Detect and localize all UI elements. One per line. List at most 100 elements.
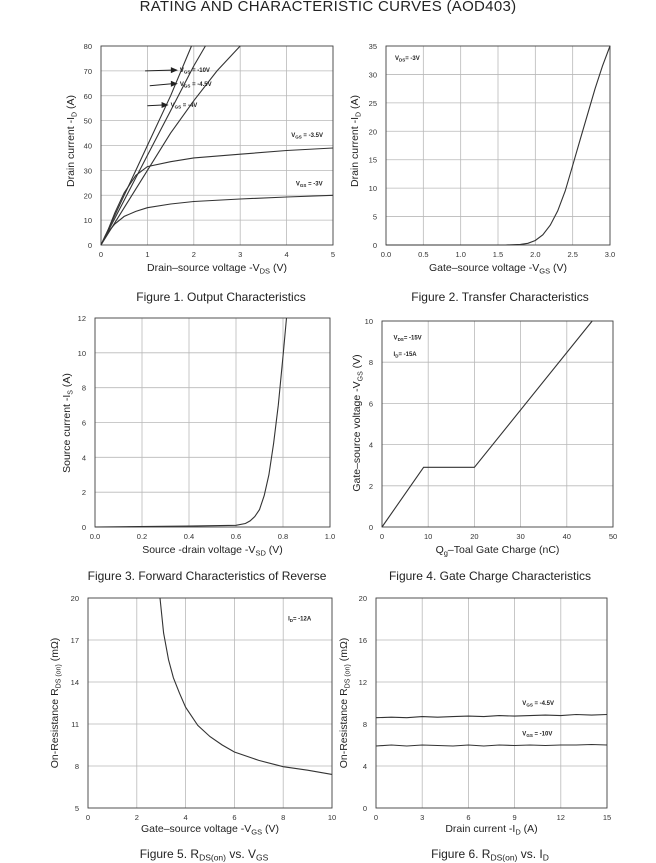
fig5-ytick-label: 8 <box>75 762 79 771</box>
fig3-xtick-label: 0.6 <box>231 532 241 541</box>
fig1-annotation-main: V <box>296 181 300 187</box>
fig3-ytick-label: 8 <box>82 384 86 393</box>
fig2-annotation-sub: DS <box>399 58 405 63</box>
fig1-ytick-label: 50 <box>84 117 92 126</box>
fig6-xlabel-sub: D <box>515 828 521 837</box>
fig3-xtick-label: 0.4 <box>184 532 194 541</box>
fig4-xtick-label: 0 <box>380 532 384 541</box>
fig3-ytick-label: 6 <box>82 419 86 428</box>
fig5-annotation: ID= -12A <box>288 616 312 623</box>
fig2-ylabel-main: Drain current -I <box>349 117 361 187</box>
fig5-ylabel-suffix: (mΩ) <box>49 638 61 665</box>
fig3-series-line-0 <box>94 317 288 528</box>
fig3-ylabel: Source current -IS (A) <box>61 373 75 473</box>
fig2-ytick-label: 15 <box>369 156 377 165</box>
fig5-frame <box>87 597 333 809</box>
fig1-caption: Figure 1. Output Characteristics <box>136 290 305 304</box>
fig6-ytick-label: 16 <box>359 636 367 645</box>
fig1-annotation-main: V <box>171 103 175 109</box>
fig4-annotation-sub: DS <box>398 337 404 342</box>
fig2-xtick-label: 0.5 <box>418 250 428 259</box>
fig1-caption-main: Figure 1. Output Characteristics <box>136 290 305 304</box>
fig5-ylabel: On-Resistance RDS (on) (mΩ) <box>49 638 63 769</box>
fig6-annotation: VGS = -10V <box>522 732 552 739</box>
fig6-xtick-label: 12 <box>557 813 565 822</box>
fig1-annotation-main: V <box>291 133 295 139</box>
fig1-annotation: VGS = -3V <box>296 181 323 188</box>
fig6-xtick-label: 6 <box>466 813 470 822</box>
fig6-caption-suffix: vs. I <box>517 847 542 861</box>
fig3-xtick-label: 0.2 <box>137 532 147 541</box>
fig1-ytick-label: 0 <box>88 241 92 250</box>
fig4-frame <box>381 320 614 528</box>
fig1-annotation-sub: GS <box>175 104 182 109</box>
fig5-xlabel: Gate–source voltage -VGS (V) <box>141 823 279 837</box>
fig5-xtick-label: 2 <box>135 813 139 822</box>
fig2-annotation-main: V <box>395 56 399 62</box>
fig5-ytick-label: 5 <box>75 804 79 813</box>
fig3-frame <box>94 317 331 528</box>
fig6-series-line-0 <box>375 713 608 719</box>
fig4-chart: 0 10 20 30 40 50 0 2 4 6 8 10 VDS= -15V ID= -15A Qg–To… <box>351 317 617 583</box>
fig3-ytick-label: 0 <box>82 523 86 532</box>
fig2-ytick-label: 10 <box>369 184 377 193</box>
fig6-xtick-label: 3 <box>420 813 424 822</box>
fig4-ylabel-suffix: (V) <box>351 354 363 371</box>
fig3-ytick-label: 10 <box>78 349 86 358</box>
fig6-annotation-main: V <box>522 732 526 738</box>
fig1-annotation: VGS = -4V <box>171 103 198 110</box>
fig5-annotation-rest: = -12A <box>293 616 312 622</box>
fig3-xlabel-main: Source -drain voltage -V <box>142 544 255 556</box>
fig1-ytick-label: 30 <box>84 166 92 175</box>
fig1-annotation-sub: GS <box>184 83 191 88</box>
fig4-series-line-0 <box>381 320 593 528</box>
fig4-annotation-rest: = -15V <box>404 336 422 342</box>
fig1-annotation: VGS = -3.5V <box>291 133 323 140</box>
fig4-xtick-label: 20 <box>470 532 478 541</box>
fig2-ytick-label: 0 <box>373 241 377 250</box>
fig2-ylabel: Drain current -ID (A) <box>349 95 363 187</box>
fig4-xlabel-main: Q <box>436 544 444 556</box>
fig6-ytick-label: 8 <box>363 720 367 729</box>
fig6-series-line-1 <box>375 743 608 747</box>
fig1-ylabel-sub: D <box>72 112 79 117</box>
fig1-series-line-3 <box>100 147 334 246</box>
fig2-ytick-label: 25 <box>369 99 377 108</box>
fig1-annotation-rest: = -3V <box>306 181 322 187</box>
fig1-arrow-line <box>147 104 163 107</box>
fig1-ytick-label: 20 <box>84 191 92 200</box>
fig6-annotation-sub: GS <box>526 703 533 708</box>
fig2-xlabel-sub: GS <box>539 267 550 276</box>
fig3-xtick-label: 0.8 <box>278 532 288 541</box>
fig6-xlabel: Drain current -ID (A) <box>445 823 537 837</box>
fig2-xtick-label: 1.5 <box>493 250 503 259</box>
fig2-ylabel-sub: D <box>356 112 363 117</box>
fig1-annotation: VGS = -4.5V <box>180 82 212 89</box>
fig5-xtick-label: 6 <box>232 813 236 822</box>
fig1-ytick-label: 60 <box>84 92 92 101</box>
fig4-ytick-label: 6 <box>369 399 373 408</box>
fig1-xtick-label: 4 <box>285 250 289 259</box>
fig6-annotation-main: V <box>522 701 526 707</box>
fig4-xlabel-sub: g <box>444 549 448 558</box>
fig2-ylabel-suffix: (A) <box>349 95 361 112</box>
fig3-ylabel-main: Source current -I <box>61 395 73 473</box>
fig6-annotation: VGS = -4.5V <box>522 701 554 708</box>
fig5-annotation-sub: D <box>290 618 294 623</box>
fig5-xlabel-suffix: (V) <box>262 823 279 835</box>
fig4-annotation-sub: D <box>395 354 399 359</box>
fig1-ytick-label: 70 <box>84 67 92 76</box>
fig3-xlabel: Source -drain voltage -VSD (V) <box>142 544 283 558</box>
fig2-ytick-label: 5 <box>373 213 377 222</box>
fig3-xtick-label: 1.0 <box>325 532 335 541</box>
fig5-ytick-label: 17 <box>71 636 79 645</box>
fig1-arrow-head <box>170 67 178 74</box>
fig1-annotation-sub: GS <box>184 70 191 75</box>
fig2-caption: Figure 2. Transfer Characteristics <box>411 290 588 304</box>
fig2-xtick-label: 3.0 <box>605 250 615 259</box>
fig2-xlabel-main: Gate–source voltage -V <box>429 262 539 274</box>
fig6-annotation-sub: GS <box>526 733 533 738</box>
fig1-xtick-label: 2 <box>192 250 196 259</box>
fig2-ytick-label: 30 <box>369 70 377 79</box>
fig1-ytick-label: 80 <box>84 42 92 51</box>
